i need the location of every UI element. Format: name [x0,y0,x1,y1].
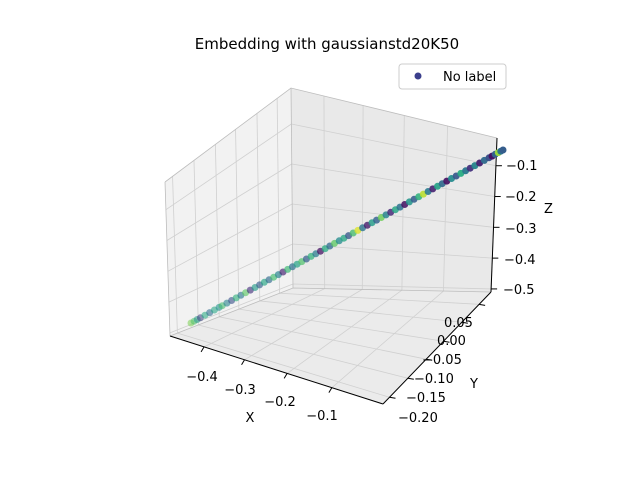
x-tick-label: −0.1 [306,409,338,424]
x-tick-mark [241,359,245,366]
data-point [499,146,507,154]
y-tick-mark [426,358,433,361]
y-tick-label: 0.00 [437,334,466,349]
z-axis-label: Z [544,202,553,217]
grid-line [323,95,326,289]
grid-line [292,283,492,290]
y-tick-mark [407,377,414,380]
x-tick-mark [328,387,333,393]
z-tick-label: −0.5 [503,283,535,298]
grid-line [256,113,261,301]
y-tick-label: −0.15 [406,391,446,406]
grid-line [259,300,462,323]
back-right-pane [291,88,497,292]
grid-line [286,289,403,374]
grid-line [172,176,178,334]
axis-lines [169,137,498,405]
legend-box [398,63,507,90]
grid-line [177,332,390,398]
z-tick-label: −0.4 [504,253,536,268]
z-tick-label: −0.1 [506,159,538,174]
tick-marks [200,165,502,399]
chart-title: Embedding with gaussianstd20K50 [195,35,459,53]
y-axis-line [382,291,492,405]
z-tick-label: −0.3 [505,222,537,237]
grid-line [168,243,293,303]
x-tick-mark [200,346,205,353]
x-tick-label: −0.2 [264,395,296,410]
grid-line [443,125,448,292]
grid-line [193,160,199,325]
y-tick-label: −0.10 [414,372,454,387]
grid-line [203,288,325,348]
x-axis-label: X [246,411,255,426]
grid-line [292,203,494,228]
y-tick-labels: −0.20 −0.15 −0.10 −0.05 0.00 0.05 [398,316,473,426]
y-tick-mark [389,396,396,399]
y-tick-label: 0.05 [444,316,473,331]
x-axis-line [169,335,384,405]
x-tick-labels: −0.4 −0.3 −0.2 −0.1 [186,370,338,424]
grid-line [279,292,480,305]
z-axis-line [490,137,498,293]
grid-line [361,105,364,290]
grid-line [235,129,240,310]
z-tick-label: −0.2 [505,190,537,205]
grid-line [331,290,444,388]
y-tick-mark [461,321,468,324]
legend: No label [398,63,507,90]
x-tick-label: −0.4 [186,370,218,385]
z-tick-labels: −0.5 −0.4 −0.3 −0.2 −0.1 [503,159,538,298]
grid-line [276,98,280,294]
grid-line [244,289,363,361]
grid-line [167,203,293,272]
grid-lines [165,95,496,398]
y-tick-label: −0.05 [422,353,462,368]
x-tick-label: −0.3 [224,383,256,398]
grid-line [219,316,427,360]
grid-line [165,123,292,211]
grid-line [215,144,220,317]
grid-line [291,163,495,197]
y-tick-mark [443,340,450,343]
data-points [187,146,507,327]
y-axis-label: Y [469,377,478,392]
grid-line [238,308,444,342]
x-tick-mark [283,373,288,379]
legend-label: No label [443,70,496,85]
y-tick-label: −0.20 [398,411,438,426]
y-tick-mark [479,303,486,306]
grid-line [166,163,292,241]
legend-marker [414,72,422,80]
grid-line [198,324,408,379]
grid-line [291,123,496,167]
